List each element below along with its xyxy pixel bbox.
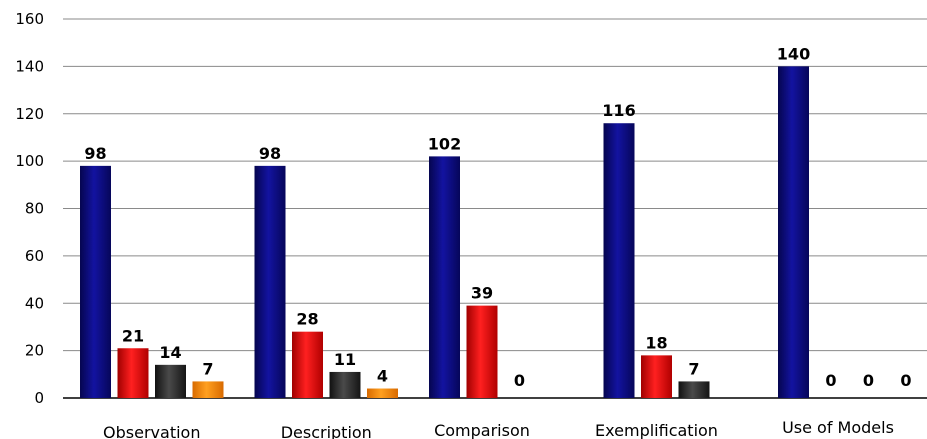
category-label: Exemplification bbox=[595, 421, 718, 439]
data-label: 98 bbox=[84, 144, 106, 163]
bar-exemplification-s2 bbox=[641, 355, 672, 398]
data-label: 21 bbox=[122, 326, 144, 345]
category-label: Description bbox=[281, 423, 372, 439]
y-tick-label: 100 bbox=[15, 152, 44, 170]
data-label: 14 bbox=[159, 343, 181, 362]
data-label: 98 bbox=[259, 144, 281, 163]
y-tick-label: 160 bbox=[15, 10, 44, 28]
bar-observation-s4 bbox=[192, 381, 224, 398]
bar-description-s2 bbox=[292, 331, 323, 398]
bar-comparison-s2 bbox=[466, 305, 498, 398]
data-label: 18 bbox=[645, 333, 667, 352]
category-label: Comparison bbox=[434, 421, 530, 439]
data-label: 4 bbox=[377, 367, 388, 386]
bar-observation-s3 bbox=[155, 364, 186, 398]
y-tick-label: 80 bbox=[25, 200, 44, 218]
data-label: 7 bbox=[202, 359, 213, 378]
data-label: 0 bbox=[863, 371, 874, 390]
bar-exemplification-s1 bbox=[603, 123, 635, 398]
data-label: 28 bbox=[296, 310, 318, 329]
y-tick-label: 20 bbox=[25, 342, 44, 360]
data-label: 7 bbox=[688, 359, 699, 378]
data-label: 11 bbox=[334, 350, 356, 369]
y-tick-label: 120 bbox=[15, 105, 44, 123]
bar-description-s1 bbox=[254, 165, 286, 398]
y-tick-label: 0 bbox=[34, 389, 44, 407]
y-axis-ticks: 0 20 40 60 80 100 120 140 160 bbox=[15, 10, 44, 407]
bar-use-of-models-s1 bbox=[778, 66, 809, 398]
data-labels: 98 21 14 7 98 28 11 4 102 39 0 116 18 7 140 0 0 0 bbox=[84, 44, 911, 390]
category-label: Observation bbox=[103, 423, 200, 439]
bar-description-s4 bbox=[367, 388, 398, 398]
bar-description-s3 bbox=[329, 371, 361, 398]
bars bbox=[80, 66, 809, 398]
data-label: 0 bbox=[900, 371, 911, 390]
bar-exemplification-s3 bbox=[678, 381, 710, 398]
y-tick-label: 40 bbox=[25, 294, 44, 312]
data-label: 116 bbox=[602, 101, 635, 120]
data-label: 0 bbox=[825, 371, 836, 390]
data-label: 140 bbox=[777, 44, 810, 63]
y-tick-label: 140 bbox=[15, 57, 44, 75]
category-labels: Observation Description Comparison Exemplif… bbox=[103, 418, 894, 439]
data-label: 102 bbox=[428, 134, 461, 153]
bar-comparison-s1 bbox=[429, 156, 460, 398]
data-label: 39 bbox=[471, 284, 493, 303]
bar-observation-s2 bbox=[117, 348, 149, 398]
data-label: 0 bbox=[514, 371, 525, 390]
category-label: Use of Models bbox=[782, 418, 894, 437]
y-tick-label: 60 bbox=[25, 247, 44, 265]
bar-observation-s1 bbox=[80, 165, 111, 398]
